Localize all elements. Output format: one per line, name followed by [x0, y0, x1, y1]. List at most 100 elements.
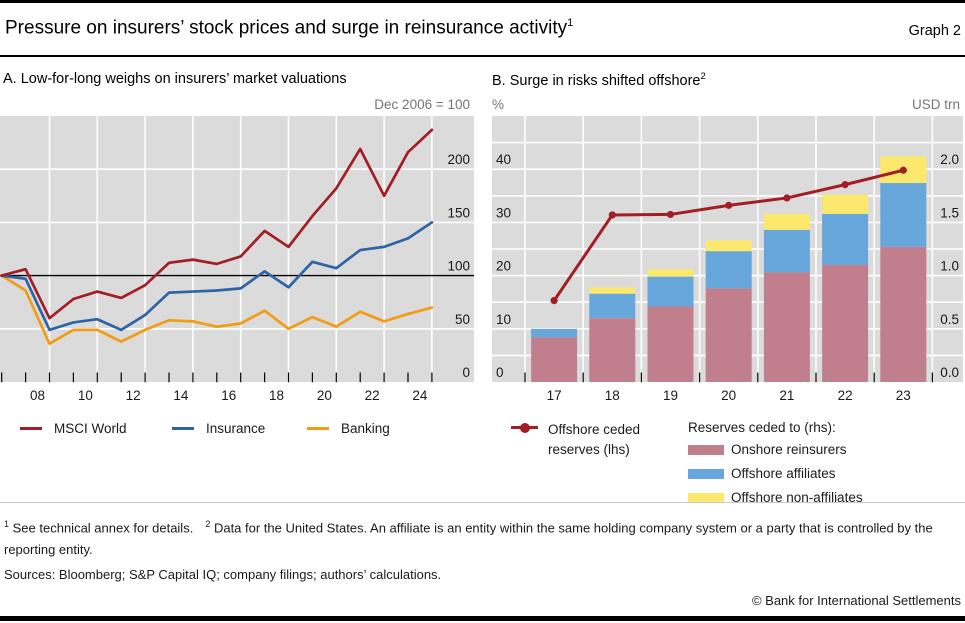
offshore-affiliates-label: Offshore affiliates: [731, 466, 836, 481]
y-axis-label: 50: [455, 312, 470, 327]
panel-b-bar-legend: Reserves ceded to (rhs): Onshore reinsur…: [688, 420, 863, 514]
x-axis-label: 22: [838, 388, 853, 403]
footnote-1-text: See technical annex for details.: [12, 520, 194, 536]
offshore-line-marker-dot: [520, 422, 530, 433]
bar-17-offshore-affiliates: [531, 328, 578, 338]
x-axis-label: 17: [547, 388, 562, 403]
bar-19-offshore-non-affiliates: [647, 269, 694, 277]
onshore-reinsurers-label: Onshore reinsurers: [731, 442, 847, 457]
x-axis-label: 18: [269, 388, 284, 403]
panel-a-title: A. Low-for-long weighs on insurers’ mark…: [3, 71, 347, 87]
panel-b-title: B. Surge in risks shifted offshore2: [492, 71, 706, 89]
bar-21-onshore-reinsurers: [763, 272, 810, 382]
line-marker: [783, 194, 791, 202]
offshore-non-affiliates-swatch: [688, 492, 724, 503]
line-marker: [666, 210, 675, 219]
bar-22-offshore-non-affiliates: [822, 194, 869, 214]
onshore-reinsurers-swatch: [688, 444, 724, 455]
top-rule: [0, 0, 965, 3]
sources-line: Sources: Bloomberg; S&P Capital IQ; comp…: [4, 567, 442, 582]
y-axis-label: 150: [447, 205, 470, 220]
offshore-ceded-reserves-label: Offshore ceded reserves (lhs): [548, 422, 641, 457]
copyright-line: © Bank for International Settlements: [751, 593, 961, 608]
line-marker: [725, 201, 733, 209]
bar-17-onshore-reinsurers: [531, 337, 578, 382]
msci-world-line-swatch: [20, 426, 42, 430]
left-axis-label: 30: [496, 205, 511, 220]
right-axis-label: 1.5: [940, 205, 959, 220]
x-axis-label: 22: [365, 388, 380, 403]
y-axis-label: 100: [447, 259, 470, 274]
legend-item-insurance: Insurance: [172, 421, 265, 436]
page-title-text: Pressure on insurers’ stock prices and s…: [5, 17, 568, 39]
x-axis-label: 10: [78, 388, 93, 403]
bar-19-offshore-affiliates: [647, 276, 694, 307]
y-axis-label: 0: [462, 365, 470, 380]
legend-item-msci-world: MSCI World: [20, 420, 127, 436]
footnote-2-marker: 2: [205, 519, 211, 529]
panel-b-left-unit-label: %: [492, 97, 505, 112]
bar-18-offshore-affiliates: [589, 293, 636, 319]
banking-label: Banking: [341, 420, 390, 436]
x-axis-label: 19: [663, 388, 678, 403]
right-axis-label: 1.0: [940, 259, 959, 274]
insurance-line-swatch: [172, 426, 194, 430]
bar-23-onshore-reinsurers: [880, 246, 927, 382]
panel-b-right-unit-label: USD trn: [911, 97, 960, 112]
legend-item-banking: Banking: [307, 420, 390, 436]
bottom-rule: [0, 616, 965, 621]
bar-18-offshore-non-affiliates: [589, 287, 636, 294]
bar-19-onshore-reinsurers: [647, 306, 694, 382]
x-axis-label: 08: [30, 388, 45, 403]
x-axis-label: 18: [605, 388, 620, 403]
line-marker: [841, 181, 849, 189]
x-axis-label: 20: [317, 388, 332, 403]
panel-a-plot: 0 50 100 150 200 08 10 12 14 16 18 20 22 24: [0, 116, 474, 403]
msci-world-label: MSCI World: [54, 420, 127, 436]
page-title-footnote-marker: 1: [567, 17, 574, 29]
page-title: Pressure on insurers’ stock prices and s…: [5, 17, 573, 39]
bar-20-onshore-reinsurers: [705, 288, 752, 382]
footnotes: 1 See technical annex for details. 2 Data…: [4, 513, 961, 561]
left-axis-label: 40: [496, 152, 511, 167]
offshore-line-marker: [511, 422, 538, 433]
bar-legend-header: Reserves ceded to (rhs):: [688, 420, 836, 435]
panel-b-title-footnote-marker: 2: [700, 71, 706, 82]
right-axis-label: 2.0: [940, 152, 959, 167]
line-marker: [899, 166, 907, 174]
panel-b-plot: 0 10 20 30 40 0.0 0.5 1.0 1.5 2.0 17 18 19 20 21 22 23: [492, 116, 963, 403]
footnote-2-text: Data for the United States. An affiliate…: [4, 520, 933, 558]
x-axis-label: 24: [412, 388, 428, 403]
left-axis-label: 20: [496, 259, 511, 274]
banking-line-swatch: [307, 426, 329, 430]
x-axis-label: 14: [173, 388, 189, 403]
legend-item-onshore-reinsurers: Onshore reinsurers: [688, 442, 863, 457]
bar-21-offshore-non-affiliates: [763, 213, 810, 230]
bar-22-offshore-affiliates: [822, 213, 869, 265]
x-axis-label: 21: [779, 388, 794, 403]
legend-item-offshore-non-affiliates: Offshore non-affiliates: [688, 490, 863, 505]
x-axis-label: 16: [221, 388, 236, 403]
bar-23-offshore-affiliates: [880, 183, 927, 247]
left-axis-label: 10: [496, 312, 511, 327]
header-rule: [0, 55, 965, 57]
series-msci-world: [0, 128, 434, 320]
x-axis-label: 12: [126, 388, 141, 403]
legend-item-offshore-ceded-reserves: Offshore ceded reserves (lhs): [511, 420, 660, 460]
panel-a-bg: [0, 116, 474, 382]
legend-item-offshore-affiliates: Offshore affiliates: [688, 466, 863, 481]
right-axis-label: 0.5: [940, 312, 959, 327]
bar-20-offshore-affiliates: [705, 251, 752, 289]
x-axis-label: 20: [721, 388, 736, 403]
left-axis-label: 0: [496, 365, 504, 380]
right-axis-label: 0.0: [940, 365, 959, 380]
line-marker: [550, 297, 558, 305]
footnote-1-marker: 1: [4, 519, 10, 529]
offshore-affiliates-swatch: [688, 468, 724, 479]
bar-22-onshore-reinsurers: [822, 264, 869, 382]
series-banking: [0, 274, 434, 346]
bar-21-offshore-affiliates: [763, 229, 810, 273]
line-marker: [608, 211, 616, 219]
series-insurance: [0, 221, 434, 332]
